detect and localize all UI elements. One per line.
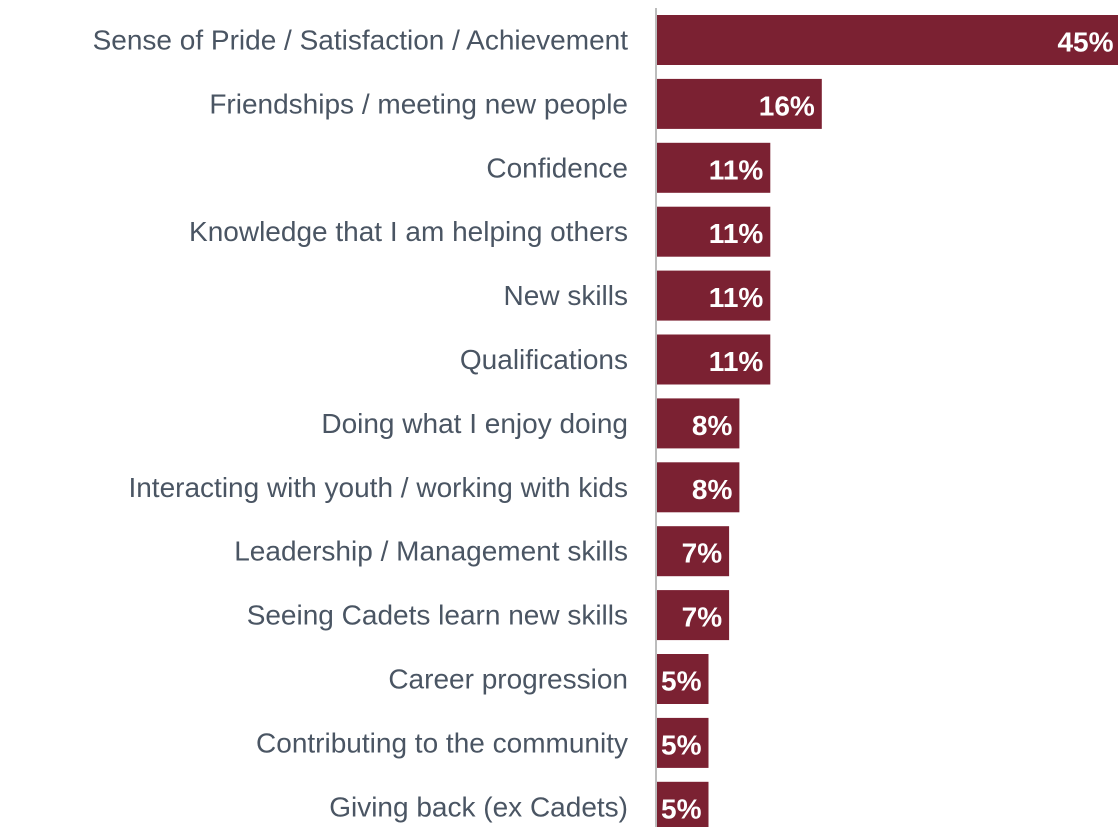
bar bbox=[657, 206, 771, 257]
category-label: Qualifications bbox=[460, 344, 628, 375]
bar bbox=[657, 717, 709, 768]
category-label: Interacting with youth / working with ki… bbox=[128, 472, 628, 503]
value-label: 11% bbox=[709, 282, 764, 313]
category-label: Seeing Cadets learn new skills bbox=[247, 600, 628, 631]
bar bbox=[657, 526, 730, 577]
bar bbox=[657, 781, 709, 827]
bar bbox=[657, 78, 822, 129]
bars-group bbox=[657, 15, 1118, 827]
bar bbox=[657, 462, 740, 513]
bar bbox=[657, 654, 709, 704]
category-label: Knowledge that I am helping others bbox=[189, 216, 628, 247]
value-label: 5% bbox=[661, 793, 702, 824]
value-label: 5% bbox=[661, 729, 702, 760]
category-label: Confidence bbox=[486, 152, 628, 183]
value-label: 8% bbox=[692, 474, 733, 505]
category-label: Contributing to the community bbox=[256, 727, 628, 758]
bar bbox=[657, 15, 1118, 65]
category-labels-group: Sense of Pride / Satisfaction / Achievem… bbox=[93, 25, 629, 823]
bar bbox=[657, 270, 771, 321]
category-label: Giving back (ex Cadets) bbox=[329, 791, 628, 822]
value-label: 11% bbox=[709, 346, 764, 377]
category-label: Doing what I enjoy doing bbox=[321, 408, 628, 439]
bar bbox=[657, 398, 740, 449]
value-label: 7% bbox=[682, 602, 723, 633]
value-label: 11% bbox=[709, 218, 764, 249]
bar bbox=[657, 590, 730, 641]
bar bbox=[657, 334, 771, 385]
category-label: New skills bbox=[504, 280, 628, 311]
bar bbox=[657, 142, 771, 193]
value-label: 16% bbox=[759, 90, 815, 121]
value-labels-group: 45% 16% 11% 11% 11% 11% 8% 8% 7% 7% 5% 5% 5% bbox=[661, 27, 1114, 825]
value-label: 11% bbox=[709, 154, 764, 185]
category-label: Leadership / Management skills bbox=[234, 536, 628, 567]
category-label: Friendships / meeting new people bbox=[209, 88, 628, 119]
value-label: 5% bbox=[661, 666, 702, 697]
value-label: 45% bbox=[1057, 27, 1113, 58]
value-label: 7% bbox=[682, 538, 723, 569]
category-label: Sense of Pride / Satisfaction / Achievem… bbox=[93, 25, 629, 56]
value-label: 8% bbox=[692, 410, 733, 441]
category-label: Career progression bbox=[388, 664, 628, 695]
